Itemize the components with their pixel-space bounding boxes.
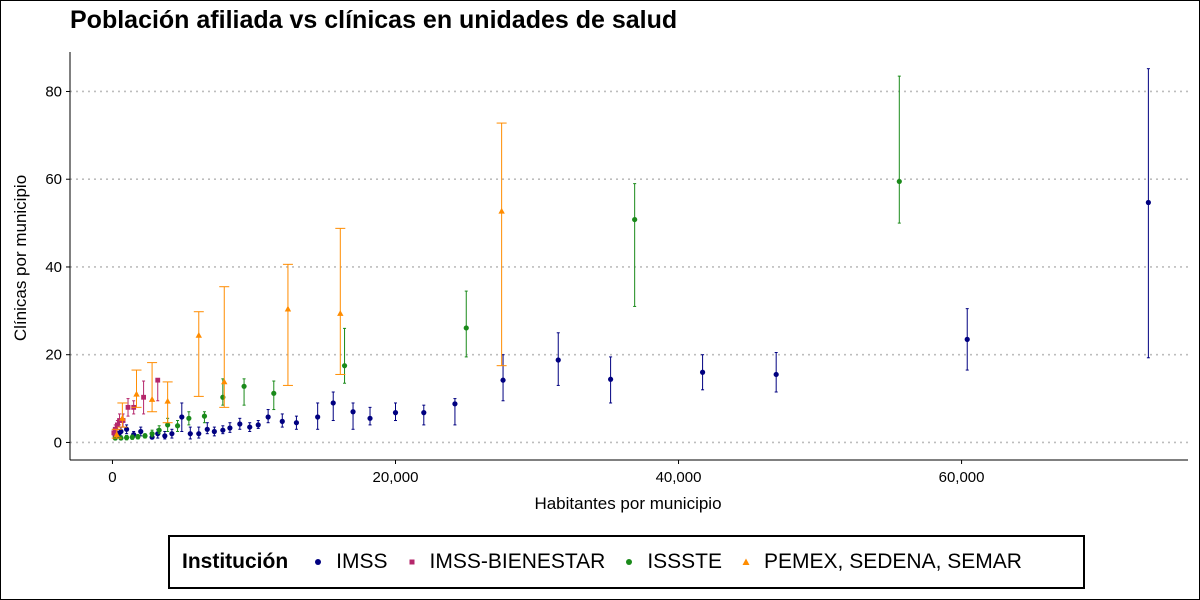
data-point (1145, 199, 1151, 206)
data-point (341, 363, 348, 369)
data-point (179, 414, 185, 420)
legend-key-imss (315, 559, 322, 565)
legend-label-issste: ISSSTE (647, 550, 723, 573)
x-tick-label: 0 (108, 469, 116, 486)
data-point (271, 390, 277, 396)
data-point (421, 410, 427, 416)
data-point (221, 378, 228, 385)
data-point (118, 428, 124, 435)
data-point (115, 422, 120, 428)
legend-item-pemex-sedena-semar: PEMEX, SEDENA, SEMAR (738, 550, 1022, 574)
x-tick-label: 20,000 (373, 469, 419, 486)
data-point (279, 418, 285, 424)
data-point (463, 325, 469, 331)
data-point (337, 310, 344, 316)
data-point (196, 431, 202, 437)
series-issste (112, 75, 902, 441)
legend-label-pemex-sedena-semar: PEMEX, SEDENA, SEMAR (764, 550, 1022, 573)
data-point (186, 415, 192, 421)
x-tick-label: 60,000 (939, 469, 985, 486)
data-point (113, 431, 120, 437)
data-point (135, 434, 141, 440)
data-point (608, 376, 614, 382)
y-tick-label: 60 (45, 171, 62, 188)
series-imss (112, 68, 1151, 440)
data-marks (111, 68, 1151, 441)
data-point (201, 413, 208, 419)
y-tick-label: 40 (45, 259, 62, 276)
data-point (164, 397, 171, 404)
series-pemex-sedena-semar (111, 122, 507, 439)
y-axis-title: Clínicas por municipio (11, 175, 30, 341)
data-point (896, 178, 902, 185)
legend-label-imss: IMSS (336, 550, 388, 573)
data-point (241, 383, 247, 389)
data-point (330, 400, 336, 406)
data-point (124, 426, 130, 432)
data-point (133, 390, 140, 397)
data-point (129, 434, 135, 440)
data-point (169, 431, 175, 437)
legend-item-imss-bienestar: IMSS-BIENESTAR (404, 550, 606, 574)
data-point (227, 425, 233, 431)
data-point (149, 431, 155, 437)
data-point (315, 414, 321, 420)
legend-key-pemex-sedena-semar (742, 558, 750, 565)
axes: 0 20 40 60 80 0 20,000 40,000 60,000 (45, 52, 1188, 486)
data-point (498, 207, 505, 214)
data-point (155, 377, 161, 383)
legend-item-issste: ISSSTE (621, 550, 722, 574)
data-point (124, 435, 130, 441)
data-point (964, 336, 970, 342)
data-point (119, 414, 126, 421)
data-point (632, 216, 638, 223)
data-point (237, 421, 243, 427)
data-point (220, 427, 226, 433)
data-point (141, 394, 146, 400)
x-axis-title: Habitantes por municipio (534, 494, 721, 513)
gridlines (70, 90, 1188, 444)
data-point (156, 427, 162, 433)
data-point (367, 415, 373, 421)
data-point (211, 428, 217, 435)
legend-label-imss-bienestar: IMSS-BIENESTAR (429, 550, 606, 573)
data-point (255, 422, 261, 428)
data-point (284, 305, 292, 312)
data-point (500, 377, 506, 383)
x-tick-label: 40,000 (656, 469, 702, 486)
y-tick-label: 20 (45, 347, 62, 364)
data-point (195, 332, 202, 338)
data-point (174, 423, 181, 429)
data-point (452, 401, 458, 407)
legend-title: Institución (182, 550, 289, 573)
data-point (165, 422, 171, 428)
data-point (293, 420, 300, 426)
data-point (125, 404, 131, 410)
legend-item-imss: IMSS (310, 550, 388, 574)
data-point (142, 433, 148, 439)
data-point (265, 414, 271, 420)
chart-title: Población afiliada vs clínicas en unidad… (70, 6, 678, 34)
legend-key-issste (626, 559, 633, 565)
data-point (555, 357, 561, 363)
data-point (773, 371, 779, 378)
data-point (148, 396, 156, 402)
data-point (392, 410, 399, 416)
data-point (350, 409, 356, 415)
data-point (187, 431, 193, 437)
data-point (138, 428, 144, 435)
data-point (699, 369, 706, 375)
y-tick-label: 80 (45, 83, 62, 100)
data-point (204, 426, 210, 432)
data-point (111, 430, 117, 436)
y-tick-label: 0 (54, 434, 62, 451)
data-point (247, 424, 253, 430)
data-point (162, 433, 168, 439)
legend: Institución IMSS IMSS-BIENESTAR ISSSTE P… (168, 535, 1085, 589)
legend-key-imss-bienestar (409, 559, 415, 565)
